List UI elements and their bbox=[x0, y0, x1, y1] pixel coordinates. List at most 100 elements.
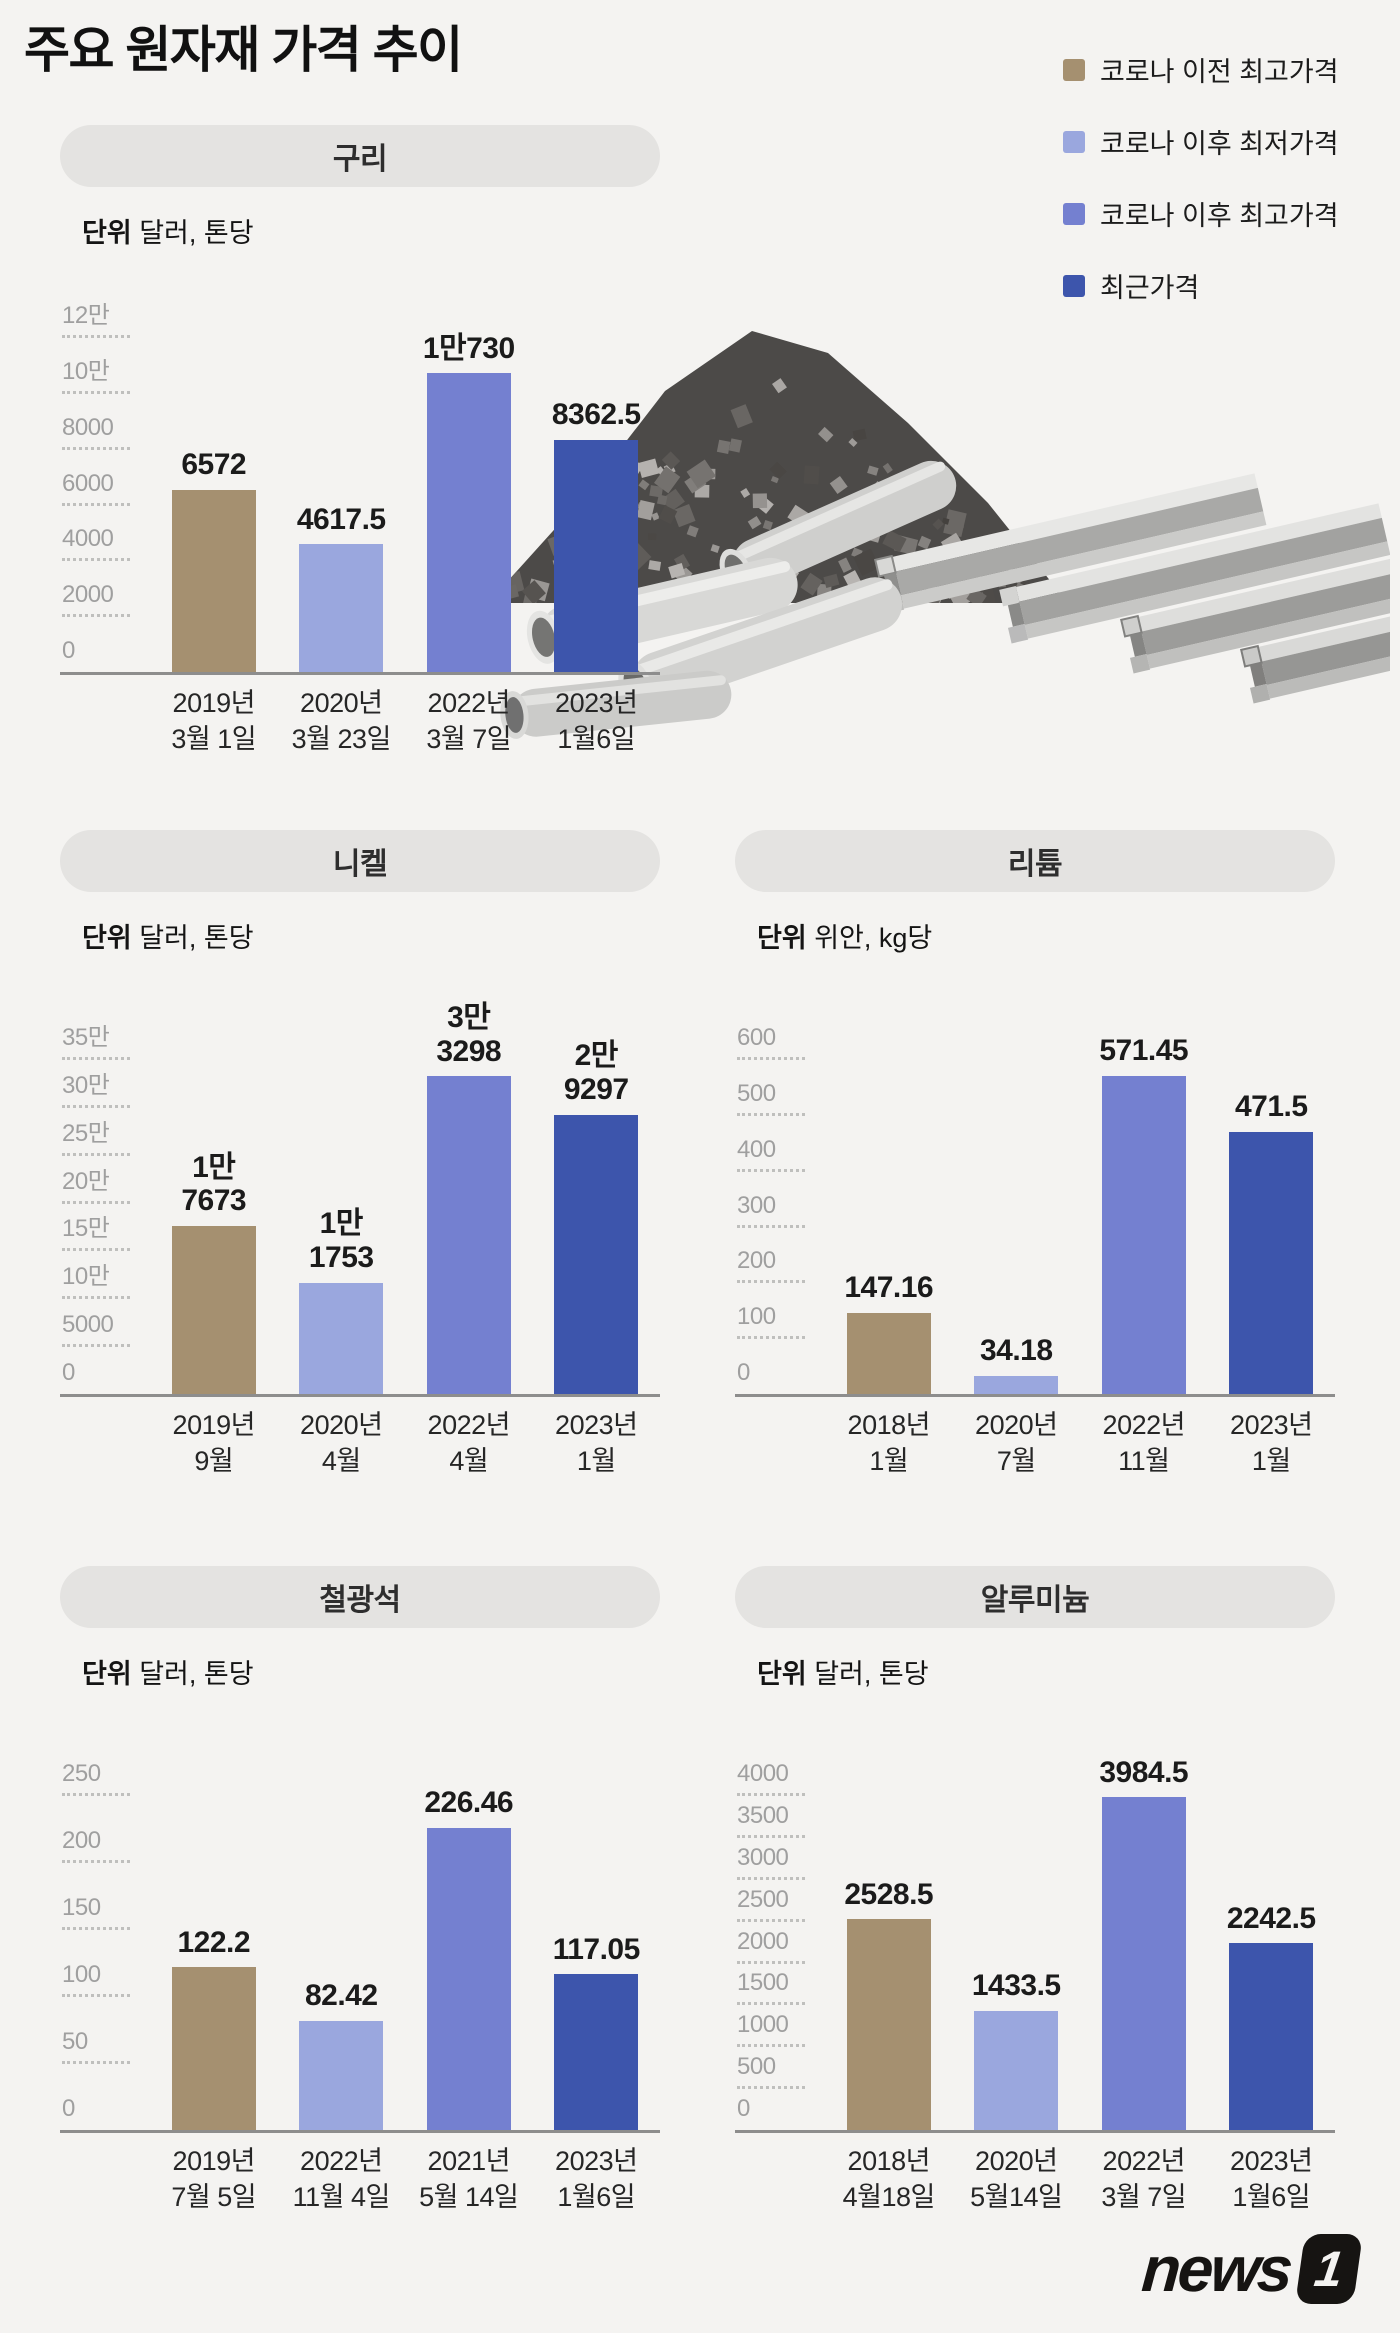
y-tick-line bbox=[62, 1860, 130, 1863]
bars-area: 2528.5 1433.5 3984.5 2242.5 bbox=[825, 1756, 1335, 2131]
bar-value-label: 4617.5 bbox=[296, 502, 386, 536]
x-axis-label: 2022년 3월 7일 bbox=[1101, 2146, 1187, 2213]
y-tick-line bbox=[737, 2086, 805, 2090]
bar-value-label: 1만 1753 bbox=[308, 1207, 374, 1274]
y-tick: 200 bbox=[62, 1827, 130, 1863]
y-tick-line bbox=[62, 1994, 130, 1997]
y-tick-line bbox=[737, 1168, 805, 1172]
bar-recent bbox=[1229, 1131, 1314, 1395]
bar-slot: 3만 3298 bbox=[405, 1001, 533, 1395]
bar-value-label: 1433.5 bbox=[971, 1969, 1061, 2003]
bar-recent bbox=[554, 1114, 639, 1395]
y-tick: 0 bbox=[737, 1359, 805, 1395]
x-axis: 2018년 1월 2020년 7월 2022년 11월 2023년 1월 bbox=[825, 1407, 1335, 1480]
y-tick: 100 bbox=[62, 1961, 130, 1997]
bar-recent bbox=[554, 1974, 639, 2131]
bar-value-label: 117.05 bbox=[552, 1932, 641, 1966]
bar-pre_covid_high bbox=[171, 1967, 256, 2131]
y-tick-label: 0 bbox=[737, 2095, 750, 2122]
y-tick: 10만 bbox=[62, 1256, 130, 1300]
chart-title: 알루미늄 bbox=[980, 1584, 1090, 1617]
unit-label: 단위 달러, 톤당 bbox=[82, 1659, 254, 1689]
bar-value-label: 82.42 bbox=[304, 1978, 378, 2012]
y-tick-label: 0 bbox=[62, 2095, 75, 2122]
bar-value-label: 1만730 bbox=[422, 331, 515, 365]
bar-slot: 571.45 bbox=[1080, 1034, 1208, 1395]
bar-slot: 8362.5 bbox=[533, 398, 661, 673]
bar-post_covid_high bbox=[426, 1827, 511, 2131]
y-tick-label: 5000 bbox=[62, 1311, 114, 1339]
y-tick-label: 3000 bbox=[737, 1843, 789, 1871]
bars-area: 147.16 34.18 571.45 471.5 bbox=[825, 1034, 1335, 1395]
page-title: 주요 원자재 가격 추이 bbox=[24, 22, 463, 78]
y-tick-label: 50 bbox=[62, 2028, 88, 2055]
y-tick-label: 0 bbox=[62, 637, 75, 664]
x-axis-label: 2019년 3월 1일 bbox=[171, 688, 257, 755]
bar-slot: 147.16 bbox=[825, 1271, 953, 1395]
legend-label: 코로나 이전 최고가격 bbox=[1100, 57, 1339, 87]
bar-slot: 1만730 bbox=[405, 332, 533, 673]
chart-title: 구리 bbox=[332, 143, 388, 176]
y-tick-label: 25만 bbox=[62, 1119, 110, 1147]
chart-title-pill: 리튬 bbox=[735, 830, 1335, 892]
legend-item: 코로나 이후 최고가격 bbox=[1063, 194, 1339, 233]
bar-value-label: 147.16 bbox=[844, 1271, 934, 1305]
y-tick: 12만 bbox=[62, 295, 130, 338]
y-tick-line bbox=[62, 614, 130, 618]
bar-post_covid_low bbox=[299, 2020, 384, 2131]
bar-plot: 35만 30만 25만 20만 15만 10만 5000 0 1만 7673 1만 1753 3만 … bbox=[60, 1001, 660, 1397]
y-tick: 4000 bbox=[737, 1760, 805, 1796]
bar-slot: 1433.5 bbox=[953, 1969, 1081, 2131]
y-tick-line bbox=[737, 1834, 805, 1838]
y-tick: 3500 bbox=[737, 1802, 805, 1838]
y-tick-label: 4000 bbox=[62, 525, 114, 553]
y-tick-line bbox=[62, 1248, 130, 1252]
x-axis-label: 2021년 5월 14일 bbox=[419, 2146, 519, 2213]
y-tick-label: 30만 bbox=[62, 1071, 110, 1099]
chart-nickel: 니켈 단위 달러, 톤당 35만 30만 25만 20만 15만 10만 5000 0 1만 7… bbox=[60, 830, 660, 1480]
y-tick: 250 bbox=[62, 1760, 130, 1796]
y-tick-label: 2500 bbox=[737, 1885, 789, 1913]
bar-value-label: 571.45 bbox=[1099, 1034, 1189, 1068]
bar-plot: 4000 3500 3000 2500 2000 1500 1000 500 0 2528.5 14… bbox=[735, 1756, 1335, 2133]
y-tick-line bbox=[737, 1960, 805, 1964]
x-axis: 2018년 4월18일 2020년 5월14일 2022년 3월 7일 2023년 1… bbox=[825, 2143, 1335, 2216]
y-tick-line bbox=[737, 1057, 805, 1060]
bar-plot: 600 500 400 300 200 100 0 147.16 34.18 571.45 471.… bbox=[735, 1024, 1335, 1397]
bar-recent bbox=[554, 439, 639, 673]
y-tick-label: 150 bbox=[62, 1894, 101, 1921]
y-tick: 2000 bbox=[737, 1928, 805, 1964]
bar-post_covid_high bbox=[1101, 1075, 1186, 1395]
bar-value-label: 1만 7673 bbox=[181, 1150, 247, 1218]
y-tick: 400 bbox=[737, 1136, 805, 1172]
y-tick-line bbox=[737, 1876, 805, 1880]
x-axis-label: 2020년 7월 bbox=[975, 1410, 1058, 1477]
x-axis-label: 2022년 11월 bbox=[1102, 1410, 1186, 1477]
y-tick-line bbox=[62, 335, 130, 338]
y-tick: 50 bbox=[62, 2028, 130, 2064]
y-tick-line bbox=[62, 502, 130, 506]
y-tick-line bbox=[62, 446, 130, 450]
bar-pre_covid_high bbox=[171, 489, 256, 673]
bar-slot: 34.18 bbox=[953, 1334, 1081, 1395]
x-axis-label: 2022년 11월 4일 bbox=[292, 2146, 391, 2213]
y-tick: 4000 bbox=[62, 525, 130, 562]
y-axis: 12만 10만 8000 6000 4000 2000 0 bbox=[60, 302, 660, 673]
y-tick-line bbox=[62, 1793, 130, 1796]
bars-area: 6572 4617.5 1만730 8362.5 bbox=[150, 332, 661, 673]
y-tick-line bbox=[62, 390, 130, 394]
x-axis-label: 2023년 1월6일 bbox=[555, 688, 638, 755]
y-tick-label: 600 bbox=[737, 1024, 776, 1051]
x-axis-label: 2019년 9월 bbox=[172, 1410, 256, 1477]
y-tick-label: 300 bbox=[737, 1191, 776, 1219]
y-tick: 500 bbox=[737, 1080, 805, 1116]
x-axis-label: 2020년 4월 bbox=[300, 1410, 383, 1477]
legend-swatch-post_covid_high bbox=[1063, 202, 1085, 225]
y-tick-line bbox=[62, 1296, 130, 1300]
bar-slot: 4617.5 bbox=[278, 503, 406, 673]
x-axis: 2019년 7월 5일 2022년 11월 4일 2021년 5월 14일 2023년… bbox=[150, 2143, 660, 2216]
x-axis-label: 2023년 1월6일 bbox=[555, 2146, 638, 2213]
y-tick-line bbox=[62, 558, 130, 562]
bar-value-label: 3만 3298 bbox=[436, 1001, 502, 1068]
x-axis-label: 2023년 1월6일 bbox=[1230, 2146, 1313, 2213]
